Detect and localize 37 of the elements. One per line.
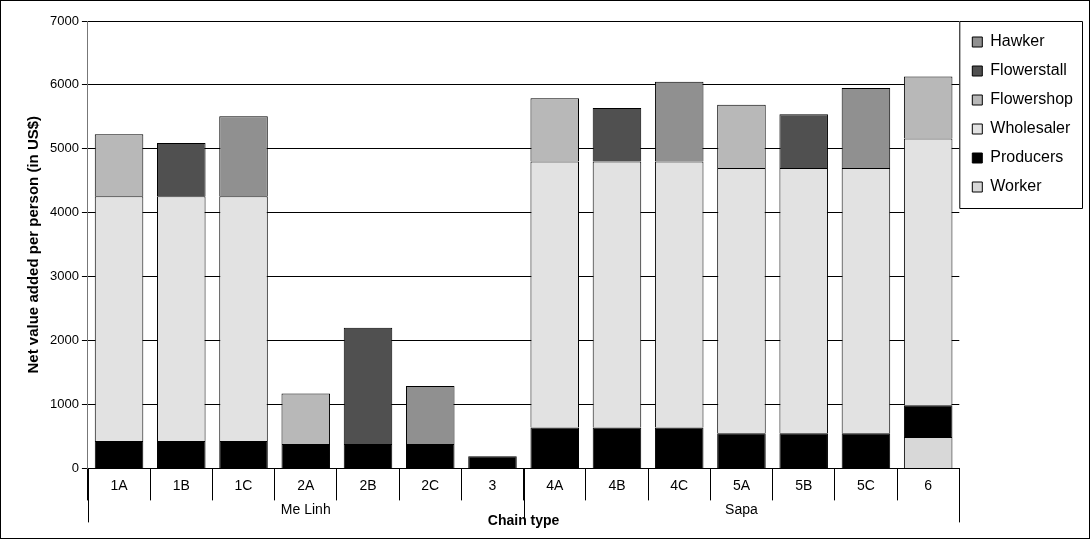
x-tick-label: 2C bbox=[421, 476, 440, 493]
y-tick-label: 3000 bbox=[50, 268, 79, 284]
x-tick-label: 5C bbox=[856, 476, 875, 493]
x-tick-label: 6 bbox=[924, 476, 933, 493]
legend-label: Worker bbox=[990, 177, 1043, 195]
bar bbox=[468, 456, 517, 468]
legend-label: Flowershop bbox=[990, 90, 1074, 108]
bar bbox=[219, 440, 268, 468]
x-tick-label: 3 bbox=[488, 476, 497, 493]
x-tick-label: 4A bbox=[546, 476, 564, 493]
text: Sapa bbox=[725, 501, 759, 518]
y-tick-label: 2000 bbox=[50, 332, 79, 348]
y-tick-label: 1000 bbox=[50, 396, 79, 412]
x-tick-label: 2A bbox=[297, 476, 315, 493]
legend-label: Producers bbox=[990, 148, 1064, 166]
text: Me Linh bbox=[280, 501, 331, 518]
x-tick-label: 5A bbox=[732, 476, 751, 493]
legend-label: Flowerstall bbox=[990, 61, 1067, 79]
x-tick-label: 5B bbox=[795, 476, 813, 493]
x-tick-label: 4C bbox=[670, 476, 689, 493]
x-tick-label: 1A bbox=[110, 476, 129, 493]
bar bbox=[157, 440, 206, 468]
y-tick-label: 7000 bbox=[50, 12, 79, 28]
y-tick-label: 0 bbox=[71, 459, 79, 475]
bar bbox=[779, 433, 828, 468]
y-tick-label: 4000 bbox=[50, 204, 79, 220]
x-tick-label: 2B bbox=[359, 476, 377, 493]
x-tick-label: 1C bbox=[234, 476, 253, 493]
bar bbox=[717, 433, 766, 468]
x-tick-label: 4B bbox=[608, 476, 626, 493]
y-tick-label: 6000 bbox=[50, 76, 79, 92]
y-tick-label: 5000 bbox=[50, 140, 79, 156]
legend-label: Hawker bbox=[990, 32, 1046, 50]
x-tick-label: 1B bbox=[172, 476, 190, 493]
x-axis-title: Chain type bbox=[487, 512, 560, 529]
legend-label: Wholesaler bbox=[990, 119, 1071, 137]
y-axis-title: Net value added per person (in US$) bbox=[24, 115, 42, 374]
